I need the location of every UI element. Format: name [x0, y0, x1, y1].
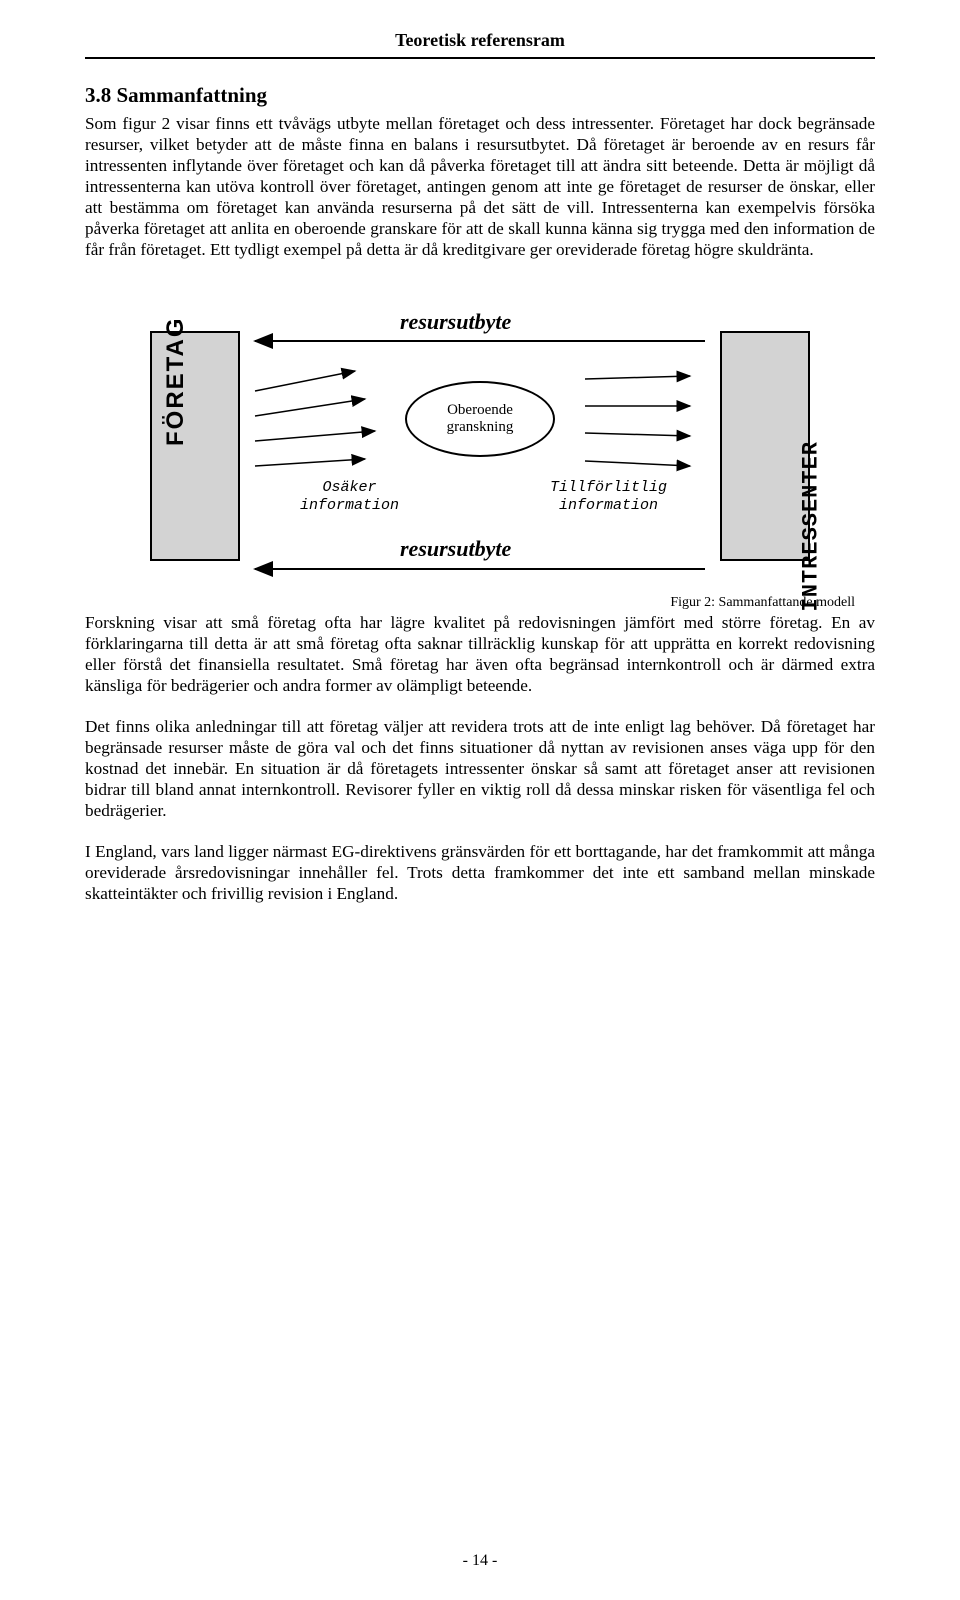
audit-ellipse: Oberoende granskning	[405, 381, 555, 457]
paragraph-3: Det finns olika anledningar till att för…	[85, 717, 875, 822]
header-title: Teoretisk referensram	[395, 30, 565, 50]
figure-caption: Figur 2: Sammanfattande modell	[85, 595, 875, 611]
info-right-line2: information	[559, 497, 658, 514]
flow-label-bottom: resursutbyte	[400, 536, 511, 562]
info-label-right: Tillförlitlig information	[550, 479, 667, 515]
header-rule	[85, 57, 875, 59]
figure-2-diagram: FÖRETAG INTRESSENTER resursutbyte resurs…	[150, 281, 810, 591]
paragraph-4: I England, vars land ligger närmast EG-d…	[85, 842, 875, 905]
info-right-line1: Tillförlitlig	[550, 479, 667, 496]
stakeholders-box-label: INTRESSENTER	[798, 441, 823, 611]
info-left-line1: Osäker	[323, 479, 377, 496]
ellipse-line2: granskning	[447, 419, 514, 436]
page-number: - 14 -	[0, 1552, 960, 1570]
stakeholders-box	[720, 331, 810, 561]
paragraph-2: Forskning visar att små företag ofta har…	[85, 613, 875, 697]
paragraph-1: Som figur 2 visar finns ett tvåvägs utby…	[85, 114, 875, 261]
info-left-line2: information	[300, 497, 399, 514]
company-box-label: FÖRETAG	[162, 316, 190, 446]
running-header: Teoretisk referensram	[85, 30, 875, 57]
info-label-left: Osäker information	[300, 479, 399, 515]
section-heading: 3.8 Sammanfattning	[85, 83, 875, 108]
ellipse-line1: Oberoende	[447, 402, 513, 419]
flow-label-top: resursutbyte	[400, 309, 511, 335]
